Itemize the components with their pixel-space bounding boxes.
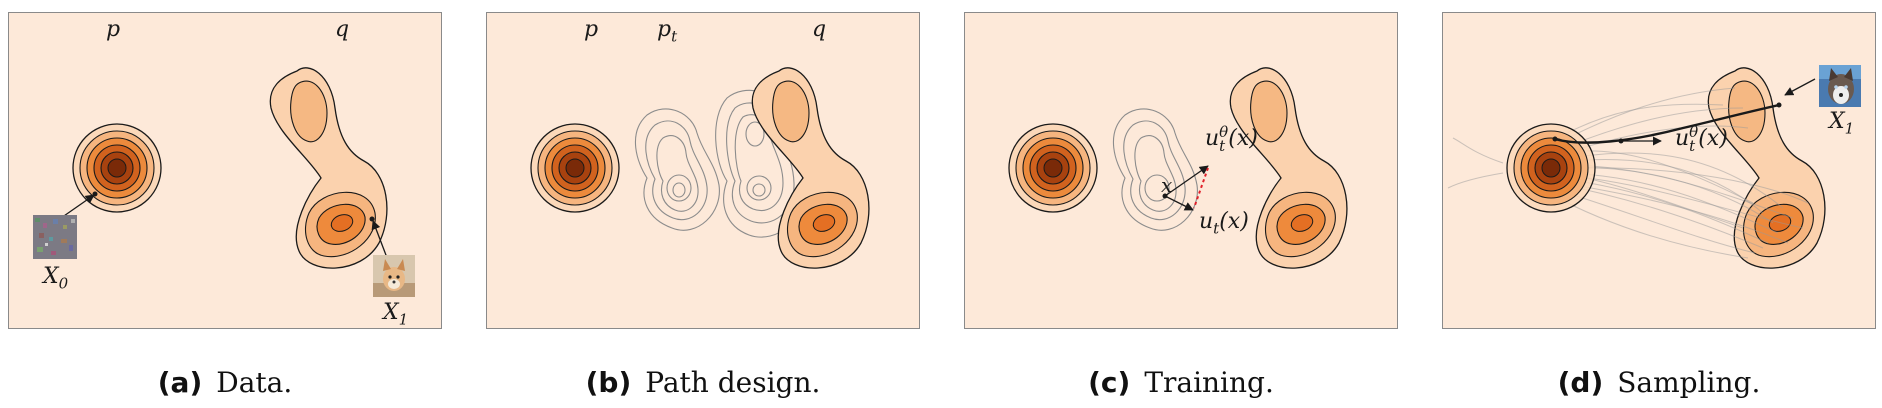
target-velocity-arrow [1164, 195, 1194, 211]
panel-training: x u θ t (x) ut(x) [964, 12, 1398, 329]
caption-letter: (b) [585, 366, 632, 399]
caption-text: Sampling. [1617, 366, 1761, 399]
panel-c-drawing [1008, 67, 1348, 269]
image-arrow [1784, 78, 1816, 96]
label-q: q [335, 17, 350, 42]
husky-image [1819, 65, 1861, 107]
target-distribution [269, 67, 388, 269]
label-x1: X1 [383, 300, 409, 329]
dog-image [373, 255, 415, 297]
caption-text: Path design. [645, 366, 821, 399]
caption-path-design: (b) Path design. [486, 366, 920, 399]
panel-d-drawing [1447, 67, 1826, 269]
source-distribution [530, 123, 620, 213]
caption-training: (c) Training. [964, 366, 1398, 399]
caption-letter: (a) [157, 366, 203, 399]
caption-letter: (d) [1557, 366, 1604, 399]
panel-a-drawing [60, 67, 390, 269]
source-distribution [1506, 123, 1596, 213]
caption-text: Training. [1144, 366, 1274, 399]
target-distribution [1229, 67, 1348, 269]
label-x: x [1161, 173, 1173, 197]
source-distribution [1008, 123, 1098, 213]
caption-data: (a) Data. [8, 366, 442, 399]
panel-b-drawing [530, 67, 870, 269]
intermediate-distribution [1112, 108, 1198, 231]
target-distribution [751, 67, 870, 269]
label-x0: X0 [43, 264, 69, 293]
label-u: ut(x) [1199, 209, 1249, 238]
panel-path-design: p pt q [486, 12, 920, 329]
caption-text: Data. [216, 366, 293, 399]
label-p: p [106, 17, 121, 42]
intermediate-distribution-1 [634, 108, 720, 231]
label-pt: pt [657, 17, 678, 46]
label-u-theta: u θ t (x) [1205, 123, 1258, 155]
caption-letter: (c) [1088, 366, 1131, 399]
noise-arrow [60, 194, 95, 219]
caption-sampling: (d) Sampling. [1442, 366, 1876, 399]
noise-image [33, 215, 77, 259]
error-line [1193, 167, 1209, 209]
source-distribution [72, 123, 162, 213]
label-u-theta: u θ t (x) [1675, 123, 1728, 155]
label-q: q [812, 17, 827, 42]
panel-data: p q X0 X1 [8, 12, 442, 329]
panel-sampling: u θ t (x) X1 [1442, 12, 1876, 329]
label-p: p [584, 17, 599, 42]
sampled-trajectory [1554, 103, 1780, 144]
target-distribution [1707, 67, 1826, 269]
model-velocity-arrow [1164, 165, 1209, 197]
label-x1: X1 [1829, 109, 1855, 138]
